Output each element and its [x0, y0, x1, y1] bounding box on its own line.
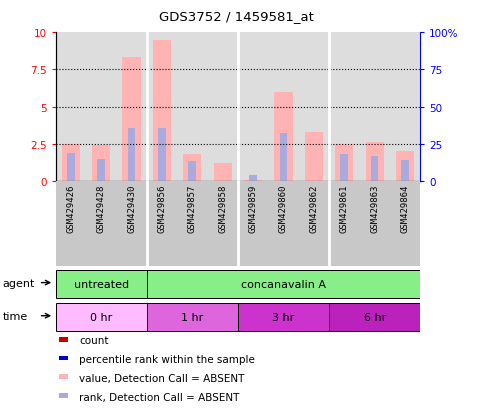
Bar	[305, 133, 323, 182]
Bar	[98, 159, 105, 182]
Text: rank, Detection Call = ABSENT: rank, Detection Call = ABSENT	[79, 392, 240, 402]
Text: GSM429428: GSM429428	[97, 184, 106, 233]
Bar	[401, 161, 409, 182]
Bar	[56, 182, 420, 266]
Bar	[147, 270, 420, 298]
Bar	[62, 145, 80, 182]
Text: 6 hr: 6 hr	[364, 312, 386, 322]
Text: value, Detection Call = ABSENT: value, Detection Call = ABSENT	[79, 373, 244, 383]
Text: agent: agent	[2, 278, 35, 288]
Bar	[67, 154, 74, 182]
Text: GSM429859: GSM429859	[249, 184, 257, 233]
Text: untreated: untreated	[73, 279, 128, 289]
Bar	[213, 164, 232, 182]
Bar	[335, 145, 354, 182]
Text: GSM429864: GSM429864	[400, 184, 410, 233]
Bar	[183, 155, 201, 182]
Bar	[122, 58, 141, 182]
Text: 0 hr: 0 hr	[90, 312, 112, 322]
Bar	[274, 93, 293, 182]
Text: GSM429426: GSM429426	[66, 184, 75, 233]
Text: 1 hr: 1 hr	[181, 312, 203, 322]
Text: GSM429857: GSM429857	[188, 184, 197, 233]
Bar	[249, 176, 257, 182]
Bar	[371, 157, 378, 182]
Bar	[329, 303, 420, 331]
Bar	[280, 134, 287, 182]
Text: GSM429863: GSM429863	[370, 184, 379, 233]
Bar	[59, 375, 68, 380]
Bar	[153, 40, 171, 182]
Bar	[56, 268, 420, 299]
Text: time: time	[2, 311, 28, 321]
Bar	[128, 128, 135, 182]
Bar	[188, 161, 196, 182]
Bar	[92, 146, 110, 182]
Bar	[158, 129, 166, 182]
Bar	[59, 393, 68, 398]
Bar	[244, 181, 262, 182]
Text: GSM429856: GSM429856	[157, 184, 167, 233]
Text: GSM429861: GSM429861	[340, 184, 349, 233]
Text: GSM429862: GSM429862	[309, 184, 318, 233]
Text: GDS3752 / 1459581_at: GDS3752 / 1459581_at	[159, 10, 314, 23]
Text: count: count	[79, 335, 109, 345]
Bar	[59, 337, 68, 342]
Text: percentile rank within the sample: percentile rank within the sample	[79, 354, 255, 364]
Bar	[238, 303, 329, 331]
Bar	[396, 152, 414, 182]
Bar	[366, 143, 384, 182]
Text: GSM429430: GSM429430	[127, 184, 136, 233]
Bar	[147, 303, 238, 331]
Text: GSM429860: GSM429860	[279, 184, 288, 233]
Text: GSM429858: GSM429858	[218, 184, 227, 233]
Bar	[56, 270, 147, 298]
Bar	[59, 356, 68, 361]
Bar	[56, 303, 147, 331]
Text: 3 hr: 3 hr	[272, 312, 295, 322]
Bar	[341, 155, 348, 182]
Text: concanavalin A: concanavalin A	[241, 279, 326, 289]
